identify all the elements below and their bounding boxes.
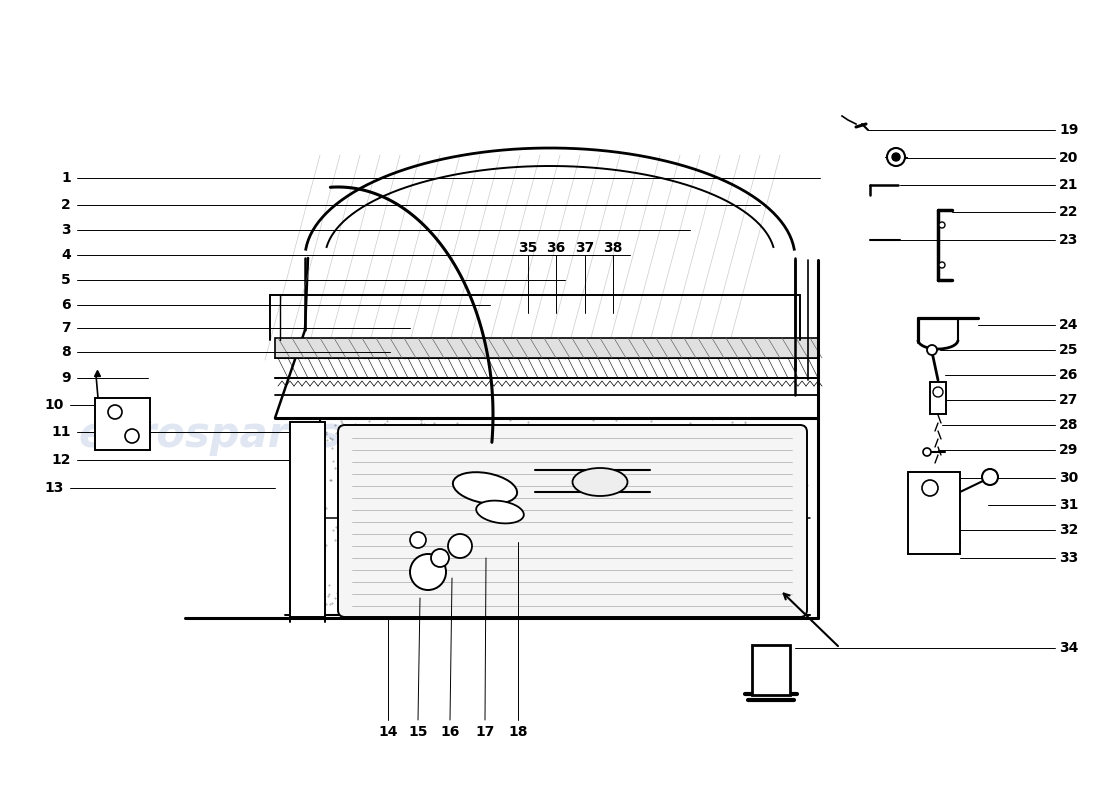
Circle shape xyxy=(410,554,446,590)
Text: 19: 19 xyxy=(1059,123,1078,137)
Circle shape xyxy=(923,448,931,456)
Text: 30: 30 xyxy=(1059,471,1078,485)
Text: 22: 22 xyxy=(1059,205,1078,219)
Text: 35: 35 xyxy=(518,241,538,255)
Text: 23: 23 xyxy=(1059,233,1078,247)
Text: 27: 27 xyxy=(1059,393,1078,407)
Text: 25: 25 xyxy=(1059,343,1078,357)
Text: 18: 18 xyxy=(508,725,528,739)
Text: 8: 8 xyxy=(62,345,72,359)
Circle shape xyxy=(448,534,472,558)
Text: 12: 12 xyxy=(52,453,72,467)
Text: 36: 36 xyxy=(547,241,565,255)
FancyBboxPatch shape xyxy=(338,425,807,617)
Text: 4: 4 xyxy=(62,248,72,262)
Text: 33: 33 xyxy=(1059,551,1078,565)
Text: 29: 29 xyxy=(1059,443,1078,457)
Text: 14: 14 xyxy=(378,725,398,739)
Circle shape xyxy=(125,429,139,443)
Text: 32: 32 xyxy=(1059,523,1078,537)
Bar xyxy=(95,398,150,450)
Bar xyxy=(930,382,946,414)
Text: 26: 26 xyxy=(1059,368,1078,382)
Text: eurospares: eurospares xyxy=(504,577,767,619)
Circle shape xyxy=(982,469,998,485)
Text: 24: 24 xyxy=(1059,318,1078,332)
Text: 13: 13 xyxy=(45,481,64,495)
Bar xyxy=(290,422,324,617)
Text: 5: 5 xyxy=(62,273,72,287)
Text: 37: 37 xyxy=(575,241,595,255)
Circle shape xyxy=(887,148,905,166)
Text: 31: 31 xyxy=(1059,498,1078,512)
Text: 17: 17 xyxy=(475,725,495,739)
Text: 28: 28 xyxy=(1059,418,1078,432)
Text: 10: 10 xyxy=(45,398,64,412)
Text: 21: 21 xyxy=(1059,178,1078,192)
Text: 7: 7 xyxy=(62,321,72,335)
Circle shape xyxy=(410,532,426,548)
Text: 15: 15 xyxy=(408,725,428,739)
Text: 1: 1 xyxy=(62,171,72,185)
Circle shape xyxy=(108,405,122,419)
Circle shape xyxy=(922,480,938,496)
Text: 9: 9 xyxy=(62,371,72,385)
Text: 16: 16 xyxy=(440,725,460,739)
Text: 6: 6 xyxy=(62,298,72,312)
Circle shape xyxy=(939,262,945,268)
Circle shape xyxy=(927,345,937,355)
Ellipse shape xyxy=(476,501,524,523)
Text: 34: 34 xyxy=(1059,641,1078,655)
Ellipse shape xyxy=(453,472,517,504)
Bar xyxy=(752,645,790,695)
Text: 3: 3 xyxy=(62,223,72,237)
Text: 2: 2 xyxy=(62,198,72,212)
Text: eurospares: eurospares xyxy=(78,414,342,456)
Bar xyxy=(908,472,960,554)
Text: 38: 38 xyxy=(603,241,623,255)
Circle shape xyxy=(933,387,943,397)
Text: 11: 11 xyxy=(52,425,72,439)
Text: 20: 20 xyxy=(1059,151,1078,165)
Circle shape xyxy=(892,153,900,161)
Circle shape xyxy=(431,549,449,567)
Circle shape xyxy=(939,222,945,228)
Ellipse shape xyxy=(572,468,627,496)
Bar xyxy=(275,338,818,358)
